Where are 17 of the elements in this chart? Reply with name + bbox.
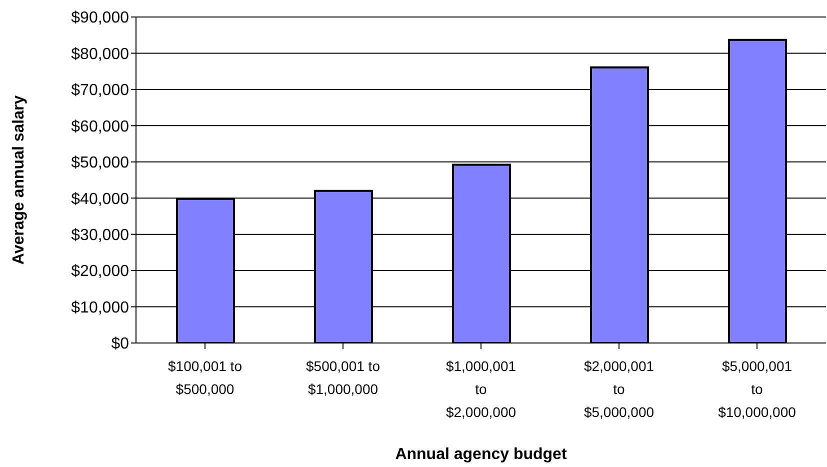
y-tick-label: $10,000 [71,299,130,316]
y-tick-label: $80,000 [71,46,130,63]
y-tick-label: $70,000 [71,82,130,100]
x-tick-label: $5,000,001 to $10,000,000 [718,358,796,420]
x-tick-label: $1,000,001 to $2,000,000 [446,358,516,420]
x-tick-label: $500,001 to $1,000,000 [306,358,380,397]
y-tick-label: $0 [111,336,130,353]
y-axis-title: Average annual salary [10,95,28,265]
y-tick-label: $90,000 [71,10,130,27]
y-tick-label: $40,000 [71,190,130,208]
y-tick-label: $20,000 [71,263,130,280]
x-tick-label: $2,000,001 to $5,000,000 [584,358,654,420]
y-tick-label: $30,000 [71,227,130,244]
x-axis-title: Annual agency budget [395,446,568,463]
y-tick-label: $60,000 [71,118,130,136]
x-tick-label: $100,001 to $500,000 [168,358,242,397]
y-tick-label: $50,000 [71,154,130,172]
